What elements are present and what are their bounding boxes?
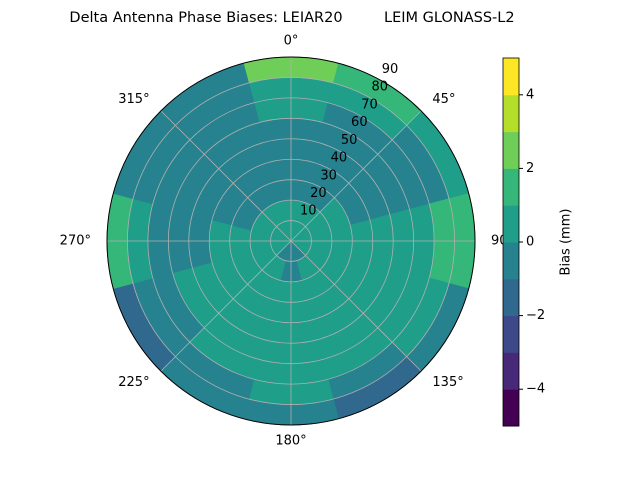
colorbar-tick-label: 2 (526, 161, 534, 176)
grid-spoke (160, 110, 292, 242)
colorbar-tick-label: −2 (526, 308, 545, 323)
theta-tick-label: 45° (432, 92, 455, 107)
colorbar-band (503, 389, 519, 427)
r-tick-label: 10 (300, 204, 317, 219)
colorbar-band (503, 242, 519, 280)
colorbar-tick-label: 4 (526, 87, 534, 102)
grid-spoke (290, 240, 422, 372)
grid-spoke (160, 240, 292, 372)
theta-tick-label: 180° (275, 434, 306, 449)
chart-title: Delta Antenna Phase Biases: LEIAR20 LEIM… (69, 10, 514, 26)
colorbar-band (503, 205, 519, 243)
theta-tick-label: 315° (118, 92, 149, 107)
colorbar-band (503, 352, 519, 390)
r-tick-label: 90 (382, 62, 399, 77)
theta-tick-label: 0° (284, 34, 299, 49)
r-tick-label: 30 (320, 168, 337, 183)
r-tick-label: 60 (351, 115, 368, 130)
r-tick-label: 40 (331, 151, 348, 166)
theta-tick-label: 225° (118, 375, 149, 390)
colorbar-tick-label: 0 (526, 235, 534, 250)
colorbar-tick-label: −4 (526, 382, 545, 397)
grid-spoke (290, 110, 422, 242)
colorbar-band (503, 131, 519, 169)
theta-tick-label: 135° (432, 375, 463, 390)
theta-tick-label: 270° (60, 234, 91, 249)
polar-frame (106, 56, 476, 426)
colorbar-band (503, 278, 519, 317)
colorbar-band (503, 94, 519, 133)
colorbar-band (503, 58, 519, 96)
r-tick-label: 70 (361, 97, 378, 112)
r-tick-label: 20 (310, 186, 327, 201)
colorbar-label: Bias (mm) (559, 209, 574, 276)
r-tick-label: 80 (372, 80, 389, 95)
colorbar-band (503, 315, 519, 353)
colorbar-band (503, 168, 519, 206)
r-tick-label: 50 (341, 133, 358, 148)
